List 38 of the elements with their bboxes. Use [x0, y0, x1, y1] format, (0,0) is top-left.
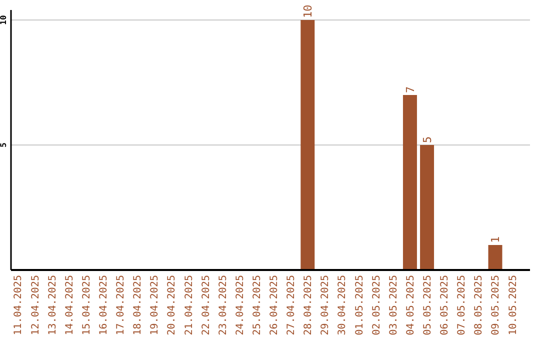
x-tick-label: 24.04.2025	[234, 275, 246, 336]
x-tick-label: 04.05.2025	[405, 275, 416, 336]
data-label: 5	[421, 136, 434, 143]
data-label: 10	[302, 4, 315, 18]
x-tick-label: 30.04.2025	[337, 275, 348, 336]
data-label: 1	[489, 236, 502, 243]
bar	[300, 20, 315, 270]
x-tick-label: 25.04.2025	[252, 275, 263, 336]
x-tick-label: 17.04.2025	[116, 275, 127, 336]
bar	[402, 95, 417, 270]
x-tick-label: 12.04.2025	[30, 275, 42, 336]
x-tick-label: 01.05.2025	[354, 275, 366, 336]
x-tick-label: 16.04.2025	[98, 275, 110, 336]
x-tick-label: 23.04.2025	[218, 275, 229, 336]
x-tick-label: 14.04.2025	[64, 275, 76, 336]
x-tick-label: 07.05.2025	[456, 275, 468, 336]
x-tick-label: 11.04.2025	[13, 275, 24, 336]
x-tick-label: 15.04.2025	[81, 275, 92, 336]
bar	[488, 245, 502, 270]
x-tick-label: 22.04.2025	[200, 275, 212, 336]
x-tick-label: 02.05.2025	[371, 275, 382, 336]
x-tick-label: 09.05.2025	[490, 275, 502, 336]
x-tick-label: 18.04.2025	[132, 275, 144, 336]
x-tick-label: 21.04.2025	[184, 275, 195, 336]
x-tick-label: 28.04.2025	[303, 275, 314, 336]
x-tick-label: 19.04.2025	[150, 275, 161, 336]
x-tick-label: 29.04.2025	[320, 275, 332, 336]
x-tick-label: 20.04.2025	[166, 275, 178, 336]
x-tick-label: 03.05.2025	[388, 275, 400, 336]
x-tick-label: 06.05.2025	[440, 275, 451, 336]
x-tick-label: 13.04.2025	[47, 275, 58, 336]
x-tick-label: 27.04.2025	[286, 275, 298, 336]
x-tick-label: 26.04.2025	[269, 275, 280, 336]
x-tick-label: 08.05.2025	[474, 275, 485, 336]
data-label: 7	[404, 86, 417, 93]
x-tick-label: 05.05.2025	[422, 275, 434, 336]
x-tick-label: 10.05.2025	[508, 275, 519, 336]
bar	[420, 145, 434, 270]
